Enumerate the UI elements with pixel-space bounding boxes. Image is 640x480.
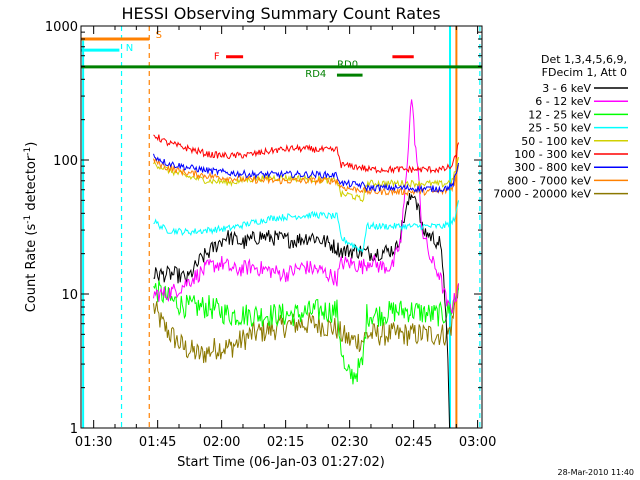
status-flag-labels: S N F RD0 RD4 [126,30,358,80]
legend-label: 100 - 300 keV [514,148,591,161]
x-tick-label: 02:15 [267,435,304,450]
x-tick-label: 02:45 [395,435,432,450]
y-tick-label: 1000 [45,20,78,35]
x-tick-label: 02:30 [331,435,368,450]
x-tick-label: 02:00 [203,435,240,450]
plot-area: S N F RD0 RD4 [81,26,482,428]
y-axis-title-main: Count Rate (s [24,224,39,313]
series-line [153,99,460,314]
y-tick-label: 100 [53,154,78,169]
legend-label: 25 - 50 keV [528,122,591,135]
plot-frame [80,25,483,429]
y-axis-title-sup1: -1 [23,215,33,224]
legend-header-1: Det 1,3,4,5,6,9, [541,53,627,66]
status-flag-label: N [126,43,133,54]
x-tick-label: 01:30 [75,435,112,450]
legend-label: 800 - 7000 keV [507,174,591,187]
y-tick-label: 10 [61,288,78,303]
status-flag-label: RD0 [337,60,358,71]
series-line [153,279,460,385]
x-tick-label: 01:45 [139,435,176,450]
legend-label: 6 - 12 keV [535,95,591,108]
legend-label: 3 - 6 keV [542,82,591,95]
generated-timestamp: 28-Mar-2010 11:40 [558,468,635,477]
status-flag-label: RD4 [305,69,326,80]
chart-title: HESSI Observing Summary Count Rates [121,4,440,23]
series-line [153,134,460,175]
y-axis-title: Count Rate (s-1 detector-1) [23,142,39,313]
x-axis-title: Start Time (06-Jan-03 01:27:02) [177,455,385,470]
status-flag-label: S [156,30,162,41]
status-flags [81,37,482,77]
legend-label: 300 - 800 keV [514,161,591,174]
status-flag-label: F [214,52,220,63]
legend-label: 7000 - 20000 keV [493,188,591,201]
series-line [153,153,460,194]
y-axis-title-sup2: -1 [23,147,33,156]
y-tick-label: 1 [70,422,78,437]
legend: Det 1,3,4,5,6,9, FDecim 1, Att 0 3 - 6 k… [493,53,628,201]
x-axis: 01:30 01:45 02:00 02:15 02:30 02:45 03:00 [75,26,496,450]
y-axis-title-end: ) [24,142,39,147]
x-tick-label: 03:00 [459,435,496,450]
legend-label: 12 - 25 keV [528,108,591,121]
y-axis-title-mid: detector [24,155,39,215]
series-line [153,200,460,253]
y-axis: 1 10 100 1000 [45,20,482,437]
mode-markers [82,26,481,428]
series-line [153,283,460,364]
series-lines [153,99,460,428]
series-line [153,157,460,203]
legend-header-2: FDecim 1, Att 0 [542,66,627,79]
legend-label: 50 - 100 keV [521,135,591,148]
series-line [153,192,451,428]
series-line [153,156,460,197]
